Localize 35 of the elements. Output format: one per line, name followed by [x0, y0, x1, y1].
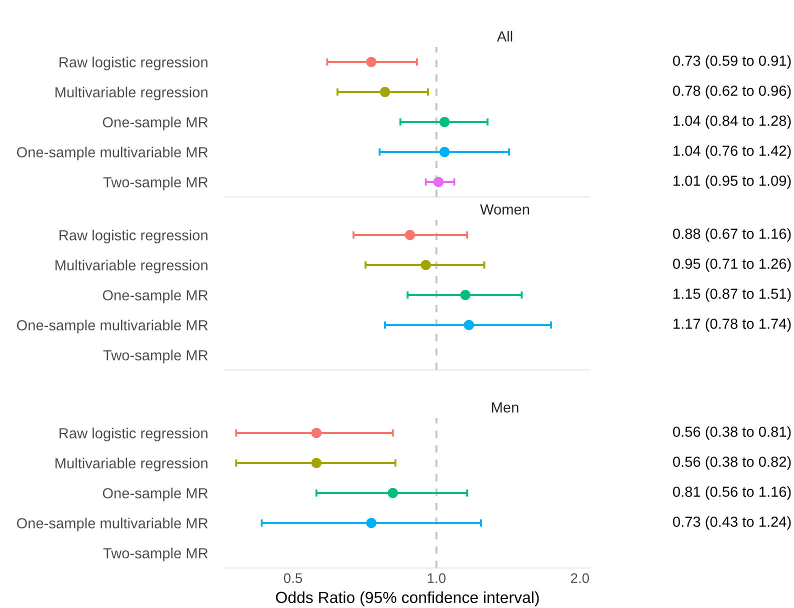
x-tick-label: 0.5 [284, 573, 302, 584]
y-tick-label: Multivariable regression [56, 458, 208, 472]
data-label: 1.04 (0.84 to 1.28) [674, 115, 791, 129]
y-tick-label: Raw logistic regression [60, 428, 208, 442]
data-label: 1.04 (0.76 to 1.42) [674, 145, 791, 159]
data-label: 1.15 (0.87 to 1.51) [674, 288, 791, 302]
y-tick-label: Two-sample MR [103, 548, 208, 562]
y-tick-label: One-sample multivariable MR [16, 146, 208, 160]
chart-title: Women [480, 204, 530, 215]
data-label: 0.95 (0.71 to 1.26) [673, 258, 791, 272]
y-tick-label: One-sample MR [102, 488, 208, 502]
y-tick-label: Raw logistic regression [60, 56, 208, 70]
y-tick-label: Multivariable regression [56, 260, 208, 274]
data-label: 0.56 (0.38 to 0.81) [673, 426, 791, 440]
data-label: 1.17 (0.78 to 1.74) [674, 318, 791, 332]
y-tick-label: Two-sample MR [103, 350, 208, 364]
y-tick-label: Two-sample MR [103, 176, 208, 190]
x-axis-title: Odds Ratio (95% confidence interval) [276, 591, 539, 606]
y-tick-label: Multivariable regression [56, 86, 208, 100]
data-label: 0.73 (0.43 to 1.24) [673, 516, 791, 530]
x-tick-label: 1.0 [428, 573, 446, 584]
y-tick-label: Raw logistic regression [60, 230, 208, 244]
y-tick-label: One-sample MR [102, 290, 208, 304]
data-label: 0.78 (0.62 to 0.96) [673, 85, 791, 99]
chart-title: Men [492, 402, 518, 413]
data-label: 1.01 (0.95 to 1.09) [674, 175, 791, 189]
data-label: 0.56 (0.38 to 0.82) [673, 456, 791, 470]
x-tick-label: 2.0 [570, 573, 590, 584]
data-label: 0.88 (0.67 to 1.16) [673, 228, 791, 242]
chart-title: All [496, 30, 512, 42]
y-tick-label: One-sample MR [102, 116, 208, 130]
data-label: 0.73 (0.59 to 0.91) [673, 55, 791, 69]
data-label: 0.81 (0.56 to 1.16) [673, 486, 791, 500]
y-tick-label: One-sample multivariable MR [16, 518, 208, 532]
y-tick-label: One-sample multivariable MR [16, 320, 208, 334]
